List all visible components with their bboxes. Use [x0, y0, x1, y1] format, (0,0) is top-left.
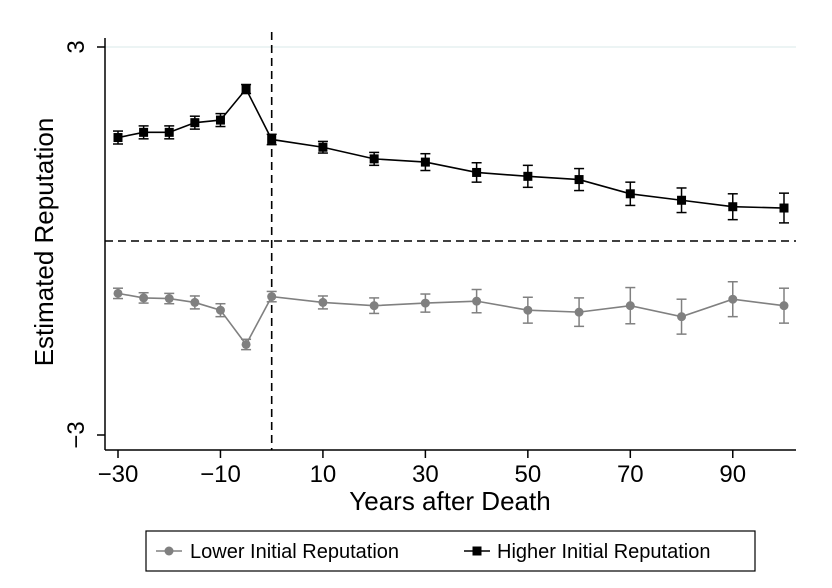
data-point: [677, 195, 687, 205]
series-group: [113, 83, 789, 351]
series-lower: [113, 280, 789, 351]
data-point: [472, 167, 482, 177]
x-tick-label: 10: [310, 461, 337, 488]
data-point: [318, 297, 328, 307]
data-point: [113, 288, 123, 298]
data-point: [267, 292, 277, 302]
data-point: [241, 339, 251, 349]
data-point: [369, 301, 379, 311]
data-point: [420, 157, 430, 167]
x-tick-label: −10: [200, 461, 241, 488]
data-point: [625, 189, 635, 199]
y-tick-label: 3: [63, 40, 90, 53]
data-point: [139, 127, 149, 137]
data-point: [164, 294, 174, 304]
data-point: [420, 298, 430, 308]
y-axis-title: Estimated Reputation: [29, 118, 59, 367]
data-point: [574, 175, 584, 185]
data-point: [523, 305, 533, 315]
data-point: [779, 203, 789, 213]
data-point: [523, 171, 533, 181]
data-point: [113, 133, 123, 143]
data-point: [164, 127, 174, 137]
data-point: [241, 84, 251, 94]
data-point: [318, 142, 328, 152]
data-point: [779, 301, 789, 311]
reference-lines: [105, 32, 796, 450]
x-tick-label: 30: [412, 461, 439, 488]
data-point: [728, 202, 738, 212]
series-higher: [113, 83, 789, 224]
data-point: [190, 118, 200, 128]
x-axis-title: Years after Death: [349, 486, 550, 516]
data-point: [472, 296, 482, 306]
legend-label: Higher Initial Reputation: [497, 541, 710, 563]
x-tick-label: 70: [617, 461, 644, 488]
axes: −30 −10 10 30 50 70 90 −3 3: [63, 38, 796, 488]
data-point: [267, 134, 277, 144]
legend-label: Lower Initial Reputation: [190, 541, 399, 563]
data-point: [190, 297, 200, 307]
data-point: [215, 115, 225, 125]
legend-marker: [164, 546, 174, 556]
x-tick-label: 50: [514, 461, 541, 488]
series-line: [117, 87, 785, 209]
data-point: [139, 293, 149, 303]
data-point: [625, 301, 635, 311]
data-point: [215, 305, 225, 315]
legend: Lower Initial Reputation Higher Initial R…: [145, 530, 756, 572]
y-tick-label: −3: [63, 421, 90, 448]
legend-box: [145, 530, 756, 572]
x-tick-label: −30: [98, 461, 139, 488]
data-point: [574, 307, 584, 317]
data-point: [728, 294, 738, 304]
legend-marker: [472, 546, 482, 556]
data-point: [369, 154, 379, 164]
x-tick-label: 90: [719, 461, 746, 488]
data-point: [677, 312, 687, 322]
